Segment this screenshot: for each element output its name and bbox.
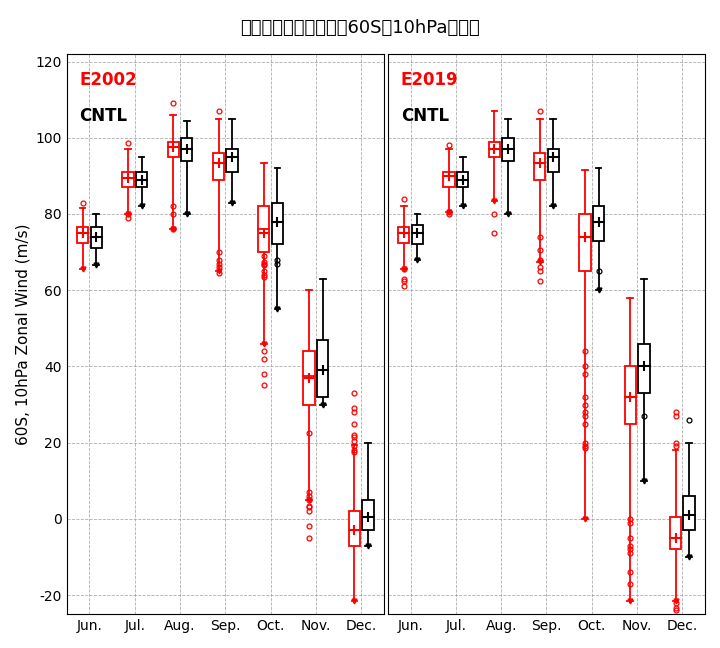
Bar <box>398 227 410 242</box>
Text: 極渦強度の指標となる60S、10hPa東西風: 極渦強度の指標となる60S、10hPa東西風 <box>240 19 480 38</box>
Bar <box>226 149 238 172</box>
Bar <box>625 366 636 424</box>
Bar <box>580 214 590 271</box>
Bar <box>213 153 224 179</box>
Bar <box>168 141 179 157</box>
Bar <box>181 138 192 161</box>
Bar <box>91 227 102 248</box>
Bar <box>638 343 649 393</box>
Text: E2019: E2019 <box>400 71 459 89</box>
Bar <box>457 172 469 187</box>
Bar <box>489 141 500 157</box>
Bar <box>670 517 681 550</box>
Bar <box>548 149 559 172</box>
Y-axis label: 60S, 10hPa Zonal Wind (m/s): 60S, 10hPa Zonal Wind (m/s) <box>15 224 30 445</box>
Bar <box>317 340 328 397</box>
Bar <box>503 138 513 161</box>
Text: CNTL: CNTL <box>79 107 127 125</box>
Bar <box>534 153 545 179</box>
Bar <box>412 226 423 244</box>
Bar <box>362 500 374 530</box>
Bar <box>136 172 147 187</box>
Bar <box>258 206 269 252</box>
Bar <box>77 227 89 242</box>
Text: CNTL: CNTL <box>400 107 449 125</box>
Text: E2002: E2002 <box>79 71 137 89</box>
Bar <box>271 203 283 244</box>
Bar <box>593 206 604 240</box>
Bar <box>444 172 455 187</box>
Bar <box>348 511 360 546</box>
Bar <box>122 172 134 187</box>
Bar <box>303 351 315 404</box>
Bar <box>683 496 695 530</box>
